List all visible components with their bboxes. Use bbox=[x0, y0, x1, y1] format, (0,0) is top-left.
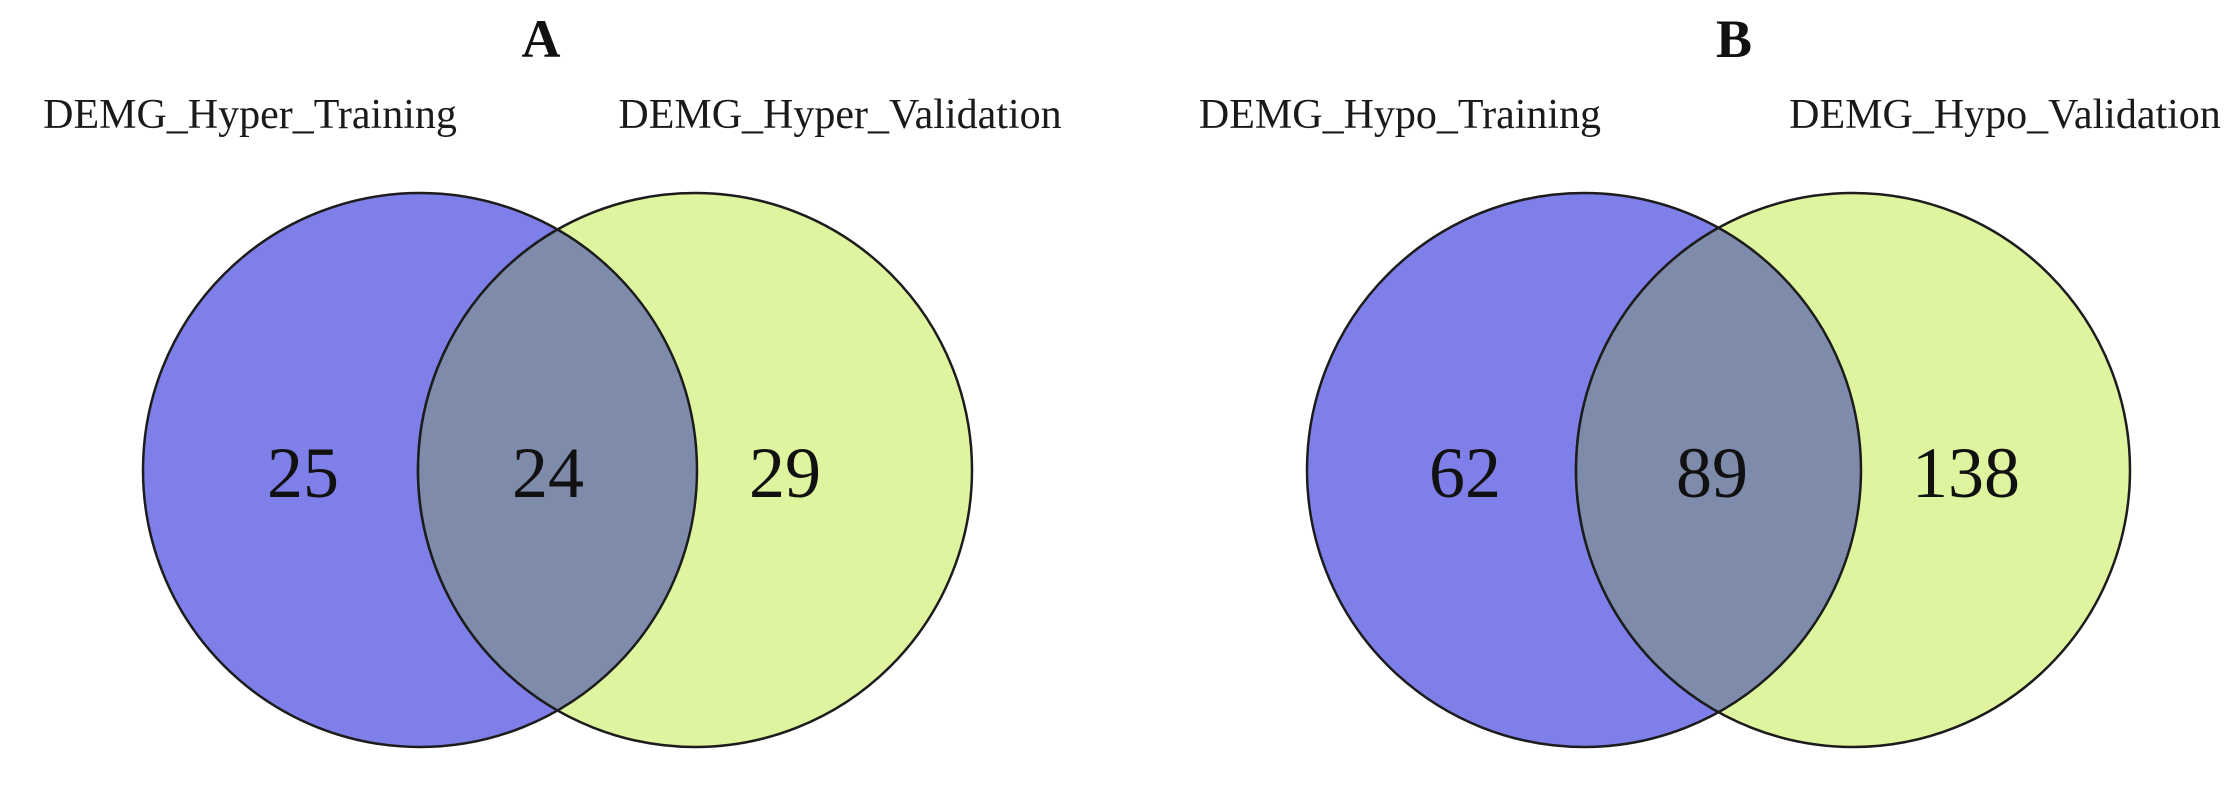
panel-a-overlap-region bbox=[416, 193, 697, 747]
panel-b-left-set-label: DEMG_Hypo_Training bbox=[1199, 92, 1601, 138]
panel-b: B DEMG_Hypo_Training DEMG_Hypo_Validatio… bbox=[1199, 9, 2221, 749]
panel-b-right-only-count: 138 bbox=[1912, 433, 2020, 513]
panel-a-overlap-outline bbox=[418, 193, 699, 747]
panel-a-left-only-count: 25 bbox=[267, 433, 339, 513]
panel-a-overlap-count: 24 bbox=[512, 433, 584, 513]
panel-b-title: B bbox=[1716, 9, 1752, 69]
panel-b-overlap-count: 89 bbox=[1676, 433, 1748, 513]
panel-b-overlap-outline bbox=[1576, 193, 1863, 747]
panel-a: A DEMG_Hyper_Training DEMG_Hyper_Validat… bbox=[43, 9, 1062, 749]
panel-b-overlap-region bbox=[1574, 193, 1861, 747]
panel-a-right-set-label: DEMG_Hyper_Validation bbox=[618, 92, 1061, 138]
panel-b-left-only-count: 62 bbox=[1429, 433, 1501, 513]
panel-a-title: A bbox=[522, 9, 561, 69]
panel-a-left-set-label: DEMG_Hyper_Training bbox=[43, 92, 457, 138]
panel-a-right-only-count: 29 bbox=[749, 433, 821, 513]
panel-b-right-set-label: DEMG_Hypo_Validation bbox=[1789, 92, 2221, 138]
